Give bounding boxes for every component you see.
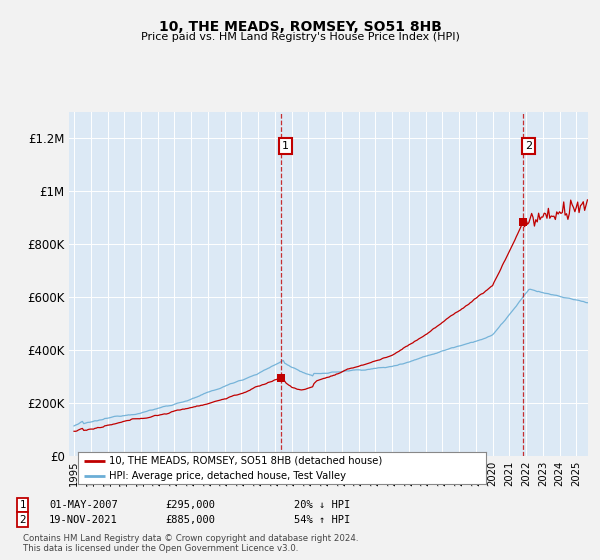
Text: 20% ↓ HPI: 20% ↓ HPI <box>294 500 350 510</box>
Text: 54% ↑ HPI: 54% ↑ HPI <box>294 515 350 525</box>
Text: 10, THE MEADS, ROMSEY, SO51 8HB: 10, THE MEADS, ROMSEY, SO51 8HB <box>158 20 442 34</box>
Text: 2: 2 <box>525 141 532 151</box>
Text: 10, THE MEADS, ROMSEY, SO51 8HB (detached house): 10, THE MEADS, ROMSEY, SO51 8HB (detache… <box>109 456 382 466</box>
Text: Contains HM Land Registry data © Crown copyright and database right 2024.
This d: Contains HM Land Registry data © Crown c… <box>23 534 358 553</box>
Text: 1: 1 <box>19 500 26 510</box>
Text: 1: 1 <box>282 141 289 151</box>
Text: 01-MAY-2007: 01-MAY-2007 <box>49 500 118 510</box>
Text: £885,000: £885,000 <box>165 515 215 525</box>
Text: £295,000: £295,000 <box>165 500 215 510</box>
Text: Price paid vs. HM Land Registry's House Price Index (HPI): Price paid vs. HM Land Registry's House … <box>140 32 460 43</box>
Text: 19-NOV-2021: 19-NOV-2021 <box>49 515 118 525</box>
Text: 2: 2 <box>19 515 26 525</box>
Text: HPI: Average price, detached house, Test Valley: HPI: Average price, detached house, Test… <box>109 470 346 480</box>
